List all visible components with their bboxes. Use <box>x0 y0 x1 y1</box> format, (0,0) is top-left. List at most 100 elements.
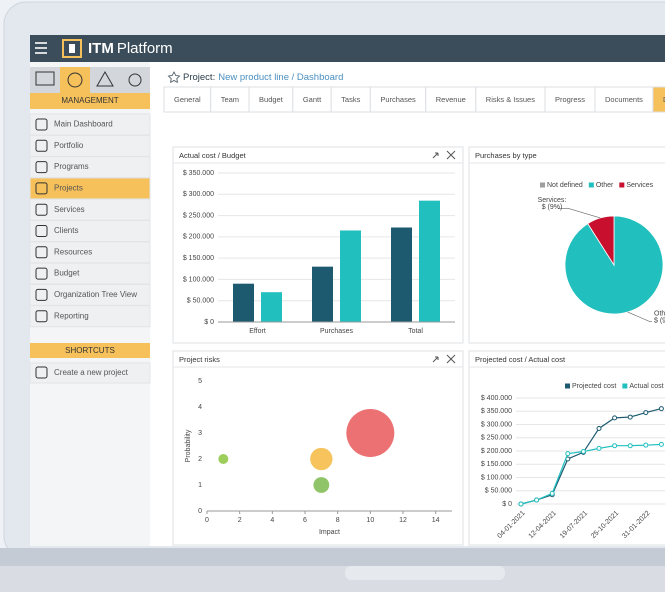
series-marker[interactable] <box>627 414 633 420</box>
bubble[interactable] <box>346 409 395 457</box>
tab[interactable] <box>210 86 250 113</box>
series-marker[interactable] <box>596 445 602 451</box>
tab-label[interactable]: Team <box>221 95 239 104</box>
menu-icon[interactable] <box>35 42 47 54</box>
legend-swatch <box>540 182 545 188</box>
sidebar-item-bg[interactable] <box>29 262 151 285</box>
collapse-button[interactable] <box>432 356 439 363</box>
y-tick-label: 3 <box>198 430 202 437</box>
section-title: MANAGEMENT <box>61 96 118 105</box>
module-icon[interactable] <box>128 73 142 87</box>
sidebar-item-label[interactable]: Services <box>54 205 85 214</box>
tab-label[interactable]: Tasks <box>341 95 360 104</box>
tab-label[interactable]: General <box>174 95 201 104</box>
module-icon[interactable] <box>67 72 83 88</box>
shortcut-label[interactable]: Create a new project <box>54 368 129 377</box>
pie-slice[interactable] <box>587 215 615 267</box>
y-tick-label: 1 <box>198 482 202 489</box>
y-tick-label: $ 250.000 <box>183 212 214 219</box>
series-marker[interactable] <box>658 406 664 412</box>
x-tick-label: 4 <box>270 517 274 524</box>
bubble[interactable] <box>313 477 330 493</box>
sidebar-item-bg[interactable] <box>29 198 151 221</box>
y-tick-label: $ 150.000 <box>183 255 214 262</box>
tab-label[interactable]: Documents <box>605 95 643 104</box>
slice-label: Services: <box>538 197 567 204</box>
tab-label[interactable]: Purchases <box>380 95 416 104</box>
series-marker[interactable] <box>643 442 649 448</box>
shortcut-icon <box>35 366 48 379</box>
close-button[interactable] <box>446 354 456 364</box>
y-tick-label: $ 300.000 <box>183 191 214 198</box>
sidebar-item-bg[interactable] <box>29 177 151 200</box>
series-marker[interactable] <box>596 425 602 431</box>
sidebar-item-label[interactable]: Budget <box>54 269 80 278</box>
breadcrumb: Project: New product line / Dashboard <box>183 72 343 83</box>
sidebar-item-bg[interactable] <box>29 220 151 242</box>
y-tick-label: $ 350.000 <box>481 408 512 415</box>
sidebar-item-bg[interactable] <box>29 305 151 328</box>
y-tick-label: $ 200.000 <box>481 448 512 455</box>
sidebar-item-label[interactable]: Programs <box>54 162 89 171</box>
module-tile-active[interactable] <box>60 67 90 93</box>
sidebar-item-icon <box>35 310 48 323</box>
sidebar-item-label[interactable]: Reporting <box>54 311 89 320</box>
tab-label[interactable]: Risks & Issues <box>486 95 535 104</box>
laptop-hinge <box>0 548 665 566</box>
favorite-star[interactable] <box>167 71 181 84</box>
shortcut-bg[interactable] <box>29 362 151 384</box>
module-icon[interactable] <box>35 71 55 86</box>
y-tick-label: $ 250.000 <box>481 435 512 442</box>
tab-label[interactable]: Revenue <box>436 95 466 104</box>
series-marker[interactable] <box>658 441 664 447</box>
tab-label[interactable]: Budget <box>259 95 284 104</box>
bubble[interactable] <box>218 454 229 464</box>
section-bar <box>30 93 150 109</box>
x-tick-label: 12 <box>399 517 407 524</box>
sidebar-item-label[interactable]: Organization Tree View <box>54 290 137 299</box>
x-axis-title: Impact <box>319 529 340 536</box>
sidebar-item-label[interactable]: Projects <box>54 184 83 193</box>
series-marker[interactable] <box>565 451 571 457</box>
x-tick-label: Total <box>408 328 423 335</box>
sidebar-item-label[interactable]: Clients <box>54 226 78 235</box>
tab[interactable] <box>330 86 371 113</box>
sidebar-item-label[interactable]: Main Dashboard <box>54 120 113 129</box>
series-marker[interactable] <box>643 410 649 416</box>
series-marker[interactable] <box>580 449 586 455</box>
slice-label: Other: <box>654 311 665 318</box>
tab[interactable] <box>369 86 427 113</box>
logo-mark <box>69 44 75 53</box>
series-marker[interactable] <box>518 501 524 507</box>
collapse-button[interactable] <box>432 152 439 159</box>
chart-panel: Projected cost / Actual cost $ 0 $ 50.000 $… <box>468 350 665 546</box>
series-marker[interactable] <box>612 443 618 449</box>
y-tick-label: $ 200.000 <box>183 234 214 241</box>
legend-swatch <box>565 383 570 389</box>
close-button[interactable] <box>446 150 456 160</box>
sidebar-item-bg[interactable] <box>29 134 151 157</box>
tab-label[interactable]: Dashboard <box>663 95 665 104</box>
bar <box>261 292 282 322</box>
series-marker[interactable] <box>627 443 633 449</box>
legend-label: Not defined <box>547 182 583 189</box>
module-icon[interactable] <box>96 70 114 87</box>
y-tick-label: $ 100.000 <box>183 276 214 283</box>
brand-product: Platform <box>117 40 173 57</box>
y-tick-label: 2 <box>198 456 202 463</box>
series-marker[interactable] <box>549 490 555 496</box>
chart-title: Actual cost / Budget <box>179 151 247 160</box>
tab-label[interactable]: Progress <box>555 95 585 104</box>
series-marker[interactable] <box>534 497 540 503</box>
sidebar-item-label[interactable]: Resources <box>54 247 92 256</box>
series-marker[interactable] <box>612 415 618 421</box>
sidebar-item-bg[interactable] <box>29 156 151 179</box>
breadcrumb-path[interactable]: New product line / Dashboard <box>218 72 343 83</box>
tab-label[interactable]: Gantt <box>303 95 322 104</box>
tab[interactable] <box>163 86 212 113</box>
bubble[interactable] <box>310 447 333 471</box>
tab[interactable] <box>652 86 665 113</box>
sidebar-item-label[interactable]: Portfolio <box>54 141 84 150</box>
y-tick-label: $ 50.000 <box>485 488 512 495</box>
